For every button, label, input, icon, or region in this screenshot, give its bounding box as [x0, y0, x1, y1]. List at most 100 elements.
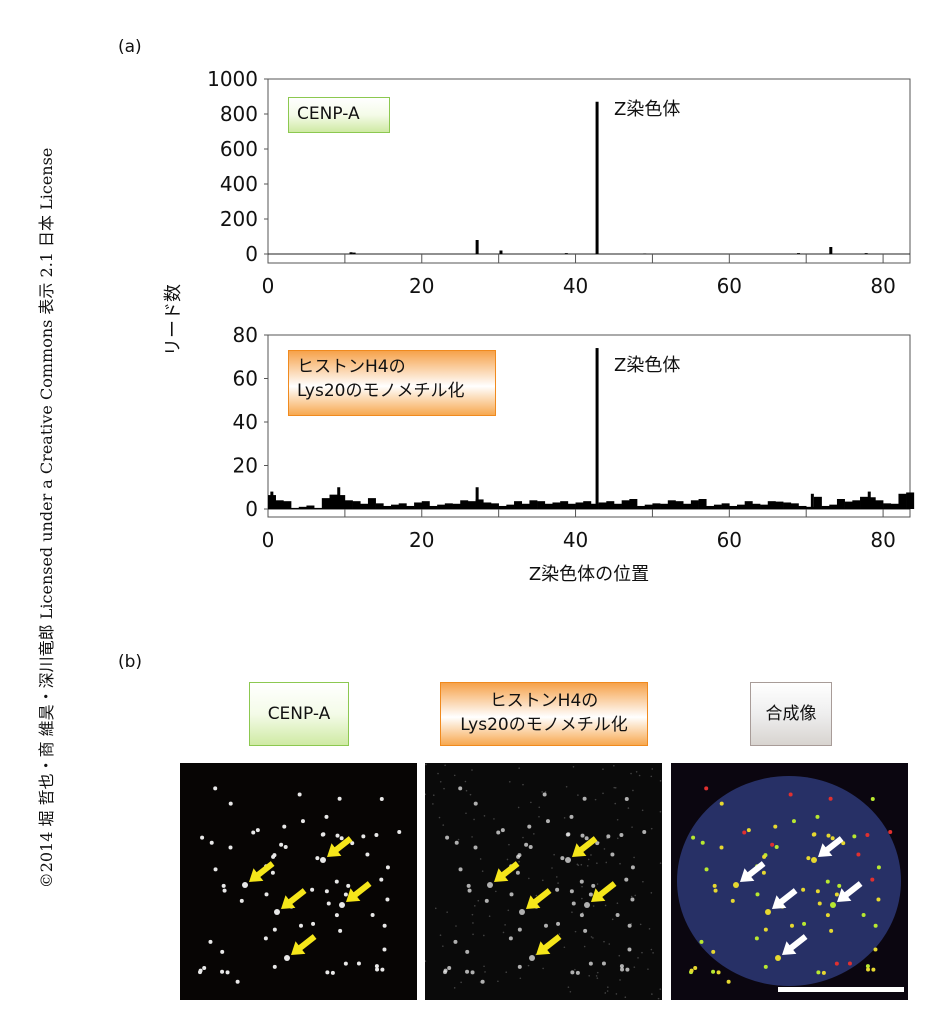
fluorescent-spot — [755, 892, 760, 897]
background-speckle — [632, 789, 634, 792]
y-tick-label: 40 — [233, 410, 258, 434]
background-speckle — [541, 791, 543, 793]
fluorescent-spot — [239, 898, 244, 903]
background-speckle — [603, 848, 606, 850]
fluorescent-spot — [555, 887, 560, 892]
fluorescent-spot — [830, 902, 836, 908]
fluorescent-spot — [272, 964, 277, 969]
background-bar — [321, 498, 330, 509]
background-bar — [721, 503, 730, 509]
fluorescent-spot — [762, 854, 767, 859]
fluorescent-spot — [876, 865, 881, 870]
background-bar — [744, 501, 753, 509]
background-speckle — [483, 815, 486, 817]
background-speckle — [442, 945, 444, 947]
background-speckle — [633, 966, 636, 968]
fluorescent-spot — [517, 964, 522, 969]
fluorescent-spot — [566, 832, 571, 837]
fluorescent-spot — [496, 830, 501, 835]
fluorescent-spot — [817, 901, 822, 906]
fluorescent-spot — [529, 955, 535, 961]
background-speckle — [535, 894, 538, 897]
fluorescent-spot — [473, 845, 478, 850]
background-speckle — [590, 936, 593, 938]
background-speckle — [444, 764, 446, 767]
background-speckle — [580, 863, 583, 866]
background-speckle — [495, 890, 497, 893]
fluorescent-spot — [334, 879, 339, 884]
background-bar — [414, 502, 423, 509]
data-bar — [867, 491, 871, 509]
x-tick-label: 0 — [262, 274, 275, 298]
arrow-shape — [536, 934, 562, 955]
fluorescent-spot — [802, 921, 807, 926]
fluorescent-spot — [545, 819, 550, 824]
fluorescent-spot — [571, 901, 576, 906]
background-bar — [329, 494, 338, 509]
background-bar — [667, 500, 676, 509]
background-bar — [713, 504, 722, 509]
data-bar — [475, 487, 479, 509]
fluorescent-spot — [338, 928, 343, 933]
fluorescent-spot — [283, 844, 288, 849]
background-bar — [567, 503, 576, 509]
fluorescent-spot — [610, 852, 615, 857]
fluorescent-spot — [865, 964, 870, 969]
fluorescent-spot — [691, 835, 696, 840]
fluorescent-spot — [324, 889, 329, 894]
fluorescent-spot — [379, 877, 384, 882]
background-speckle — [596, 977, 599, 979]
background-bar — [344, 500, 353, 509]
fluorescent-spot — [315, 856, 320, 861]
background-speckle — [472, 933, 474, 936]
fluorescent-spot — [584, 836, 589, 841]
legend-line-2: Lys20のモノメチル化 — [297, 381, 465, 401]
background-speckle — [595, 975, 598, 977]
fluorescent-spot — [397, 830, 402, 835]
arrow-shape — [782, 934, 808, 955]
arrow-shape — [327, 836, 353, 857]
panel-b-label: (b) — [118, 652, 143, 672]
fluorescent-spot — [264, 892, 269, 897]
fluorescent-spot — [806, 856, 811, 861]
fluorescent-spot — [569, 814, 574, 819]
fluorescent-spot — [716, 970, 721, 975]
background-speckle — [635, 770, 638, 773]
background-bar — [452, 503, 461, 509]
scale-bar — [778, 987, 904, 992]
background-speckle — [603, 940, 605, 943]
fluorescent-spot — [733, 882, 739, 888]
fluorescent-spot — [624, 796, 629, 801]
arrow-shape — [818, 836, 844, 857]
background-bar — [360, 503, 369, 509]
background-speckle — [565, 785, 568, 788]
background-bar — [444, 503, 453, 509]
fluorescent-spot — [271, 854, 276, 859]
y-tick-label: 0 — [245, 242, 258, 266]
background-speckle — [613, 764, 615, 767]
fluorescent-spot — [584, 902, 590, 908]
background-speckle — [616, 818, 619, 821]
background-speckle — [605, 861, 608, 864]
background-bar — [529, 500, 538, 509]
background-speckle — [528, 877, 530, 880]
chromosome-annotation: Z染色体 — [614, 355, 680, 376]
image-label-h4k20me1: ヒストンH4の Lys20のモノメチル化 — [440, 682, 648, 746]
fluorescent-spot — [754, 936, 759, 941]
background-speckle — [457, 838, 460, 841]
fluorescent-spot — [873, 947, 878, 952]
background-bar — [829, 504, 838, 509]
x-tick-label: 20 — [409, 528, 434, 552]
fluorescent-spot — [829, 928, 834, 933]
background-speckle — [507, 909, 510, 912]
fluorescent-spot — [220, 949, 225, 954]
fluorescent-spot — [704, 867, 709, 872]
fluorescent-spot — [825, 913, 830, 918]
data-bar — [270, 491, 274, 509]
background-speckle — [619, 979, 621, 981]
plot-frame — [267, 78, 911, 264]
background-bar — [690, 500, 699, 509]
background-speckle — [425, 960, 427, 962]
fluorescent-spot — [591, 883, 596, 888]
fluorescent-spot — [642, 830, 647, 835]
